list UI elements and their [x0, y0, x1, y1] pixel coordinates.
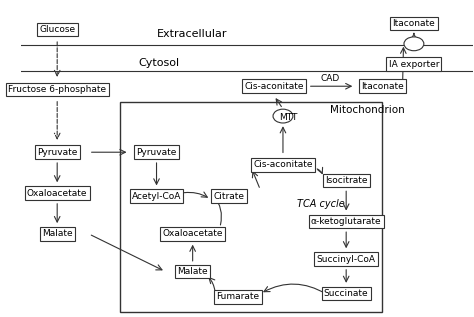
- Text: Oxaloacetate: Oxaloacetate: [163, 230, 223, 238]
- Text: Fructose 6-phosphate: Fructose 6-phosphate: [8, 85, 106, 94]
- Text: Citrate: Citrate: [213, 192, 244, 201]
- Text: Fumarate: Fumarate: [216, 292, 259, 301]
- Text: Itaconate: Itaconate: [361, 82, 404, 91]
- Text: Extracellular: Extracellular: [156, 29, 227, 39]
- FancyBboxPatch shape: [120, 102, 383, 313]
- Text: Cis-aconitate: Cis-aconitate: [244, 82, 304, 91]
- Text: Malate: Malate: [177, 267, 208, 276]
- Text: Pyruvate: Pyruvate: [137, 148, 177, 157]
- Text: Oxaloacetate: Oxaloacetate: [27, 189, 87, 197]
- Text: TCA cycle: TCA cycle: [297, 199, 344, 209]
- Text: CAD: CAD: [321, 74, 340, 83]
- Text: Pyruvate: Pyruvate: [37, 148, 77, 157]
- Text: MTT: MTT: [279, 113, 298, 122]
- Circle shape: [404, 37, 424, 51]
- Circle shape: [273, 109, 293, 123]
- Text: Mitochondrion: Mitochondrion: [330, 105, 405, 115]
- Text: Succinate: Succinate: [324, 289, 368, 298]
- Text: Itaconate: Itaconate: [392, 19, 435, 28]
- Text: Acetyl-CoA: Acetyl-CoA: [132, 192, 181, 201]
- Text: Cis-aconitate: Cis-aconitate: [253, 160, 313, 169]
- Text: Cytosol: Cytosol: [138, 58, 180, 68]
- Text: α-ketoglutarate: α-ketoglutarate: [311, 217, 382, 226]
- Text: Isocitrate: Isocitrate: [325, 176, 367, 185]
- Text: Glucose: Glucose: [39, 25, 75, 34]
- Text: Malate: Malate: [42, 230, 73, 238]
- Text: Succinyl-CoA: Succinyl-CoA: [317, 255, 376, 263]
- Text: IA exporter: IA exporter: [389, 60, 439, 69]
